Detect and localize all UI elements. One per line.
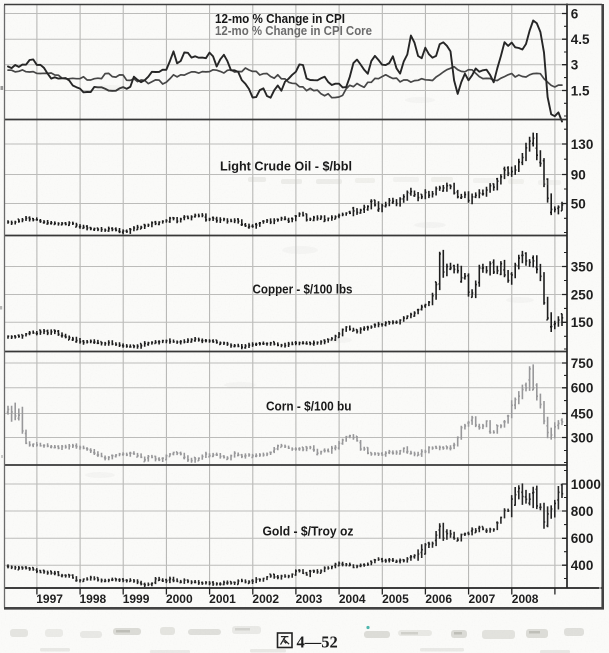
svg-text:12-mo % Change in CPI: 12-mo % Change in CPI	[215, 12, 345, 26]
svg-text:600: 600	[571, 381, 594, 396]
svg-text:250: 250	[571, 287, 594, 302]
svg-text:1000: 1000	[571, 477, 601, 492]
svg-text:Copper - $/100 lbs: Copper - $/100 lbs	[253, 283, 353, 297]
svg-text:50: 50	[571, 196, 586, 211]
svg-text:3: 3	[571, 58, 579, 73]
svg-text:2006: 2006	[425, 592, 452, 606]
svg-text:4—52: 4—52	[297, 632, 338, 651]
svg-text:2007: 2007	[469, 592, 496, 606]
svg-text:2002: 2002	[252, 592, 279, 606]
svg-text:2008: 2008	[512, 592, 539, 606]
svg-text:1999: 1999	[123, 592, 150, 606]
svg-text:750: 750	[571, 356, 594, 371]
svg-text:130: 130	[571, 137, 594, 152]
svg-text:2001: 2001	[209, 592, 236, 606]
svg-text:6: 6	[571, 6, 579, 21]
svg-text:1998: 1998	[79, 592, 106, 606]
svg-text:Gold - $/Troy oz: Gold - $/Troy oz	[263, 524, 354, 538]
svg-text:4.5: 4.5	[571, 32, 590, 47]
svg-text:1.5: 1.5	[571, 83, 590, 98]
svg-text:Light Crude Oil - $/bbl: Light Crude Oil - $/bbl	[220, 159, 352, 173]
svg-text:450: 450	[571, 406, 594, 421]
svg-text:2000: 2000	[166, 592, 193, 606]
svg-text:300: 300	[571, 430, 594, 445]
svg-text:150: 150	[571, 315, 594, 330]
svg-text:2005: 2005	[382, 592, 409, 606]
svg-text:Corn - $/100 bu: Corn - $/100 bu	[266, 399, 352, 413]
svg-text:350: 350	[571, 259, 594, 274]
svg-text:400: 400	[571, 558, 594, 573]
svg-text:90: 90	[571, 167, 586, 182]
svg-text:2003: 2003	[296, 592, 323, 606]
svg-text:12-mo % Change in CPI Core: 12-mo % Change in CPI Core	[215, 24, 372, 38]
svg-text:600: 600	[571, 531, 594, 546]
svg-text:2004: 2004	[339, 592, 366, 606]
svg-text:800: 800	[571, 504, 594, 519]
svg-text:1997: 1997	[36, 592, 63, 606]
